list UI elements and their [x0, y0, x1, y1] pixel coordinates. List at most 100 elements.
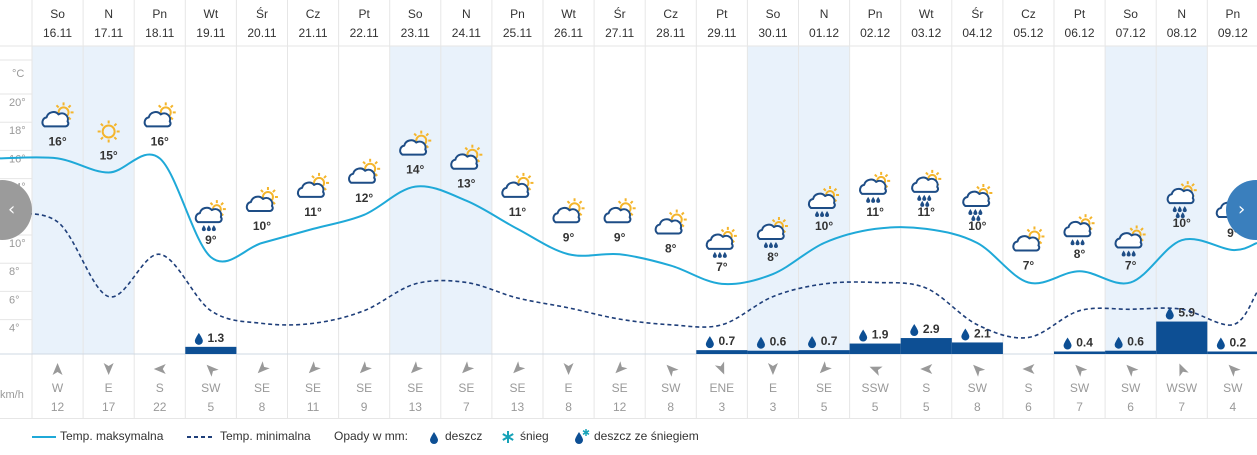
wind-arrow-icon	[920, 364, 933, 374]
rain-icon	[859, 171, 891, 203]
date-label: 03.12	[911, 26, 941, 40]
precip-bar	[185, 346, 237, 354]
rain-icon	[1114, 225, 1146, 257]
date-label: 17.11	[94, 26, 123, 40]
max-temp-label: 11°	[866, 205, 884, 219]
wind-arrow-shape	[615, 361, 628, 374]
legend-rain-label: deszcz	[445, 429, 483, 443]
cloud-shape	[194, 206, 223, 224]
sun-shape	[101, 124, 116, 139]
wind-arrow-icon	[563, 363, 574, 375]
max-temp-label: 9°	[205, 233, 217, 247]
wind-direction-label: E	[105, 381, 113, 395]
rain-drop	[820, 211, 825, 217]
wind-direction-label: E	[769, 381, 777, 395]
rain-drop	[211, 225, 216, 232]
wind-arrow-icon	[411, 361, 424, 374]
rain-drop	[825, 211, 830, 217]
max-temp-label: 16°	[48, 134, 66, 148]
rain-drop-icon	[705, 336, 714, 349]
precip-value-label: 2.9	[923, 322, 940, 336]
wind-direction-label: ENE	[710, 381, 735, 395]
sun-ray	[1140, 227, 1144, 231]
partly-cloudy-icon	[348, 158, 381, 184]
rain-drop	[971, 215, 976, 221]
rain-drop	[768, 242, 773, 249]
date-label: 18.11	[145, 26, 174, 40]
sun-ray	[668, 211, 673, 216]
wind-arrow-icon	[462, 361, 475, 374]
chevron-left-icon: ‹	[8, 199, 16, 220]
snowflake-icon	[502, 431, 514, 443]
sun-ray	[272, 189, 276, 193]
precip-bar	[747, 350, 799, 354]
rain-drop	[712, 251, 717, 258]
rain-drop	[973, 209, 978, 215]
wind-arrow-shape	[103, 363, 114, 375]
rain-drop-icon	[430, 432, 438, 444]
wind-arrow-shape	[359, 361, 372, 374]
rain-icon	[1063, 214, 1095, 246]
rain-icon	[705, 226, 737, 258]
sun-ray	[413, 132, 418, 137]
max-temp-label: 8°	[665, 242, 677, 256]
wind-speed-label: 4	[1230, 400, 1237, 414]
date-label: 30.11	[758, 26, 787, 40]
y-tick-label: 18°	[9, 125, 26, 137]
wind-arrow-icon	[513, 361, 526, 374]
wind-arrow-shape	[153, 364, 166, 374]
cloud-shape	[756, 223, 785, 241]
date-label: 16.11	[43, 26, 72, 40]
weekend-bg	[83, 46, 135, 354]
precip-value-label: 1.9	[872, 328, 889, 342]
precip-bar	[900, 338, 952, 354]
date-label: 07.12	[1116, 26, 1146, 40]
cloud-shape	[962, 190, 991, 207]
wind-arrow-icon	[52, 363, 63, 375]
wind-arrow-shape	[1126, 364, 1139, 377]
wind-speed-label: 13	[409, 400, 423, 414]
rain-drop	[876, 196, 881, 203]
wind-direction-label: SW	[1070, 381, 1090, 395]
wind-speed-label: 7	[463, 400, 470, 414]
precip-value-label: 2.1	[974, 326, 991, 340]
partly-cloudy-icon	[552, 198, 585, 224]
rain-drop	[920, 200, 925, 207]
precip-value-label: 0.6	[1127, 335, 1144, 349]
wind-speed-label: 5	[872, 400, 879, 414]
sun-ray	[209, 202, 214, 206]
day-of-week-label: Cz	[306, 7, 321, 21]
wind-speed-label: 8	[259, 400, 266, 414]
heavy-rain-icon	[1166, 181, 1197, 219]
wind-speed-label: 5	[821, 400, 828, 414]
precip-bar	[1207, 351, 1257, 354]
precip-value-label: 1.3	[208, 331, 225, 345]
sun-ray	[720, 228, 725, 233]
wind-arrow-icon	[714, 361, 725, 375]
sun-ray	[935, 171, 940, 176]
y-tick-label: 20°	[9, 97, 26, 109]
legend-max-line-swatch	[32, 436, 56, 438]
wind-arrow-icon	[103, 363, 114, 375]
y-tick-label: 10°	[9, 238, 26, 250]
wind-arrow-shape	[1228, 364, 1241, 377]
max-temp-label: 11°	[509, 205, 527, 219]
wind-direction-label: SE	[356, 381, 372, 395]
day-of-week-label: N	[1177, 7, 1186, 21]
day-of-week-label: Wt	[919, 7, 934, 21]
day-of-week-label: Pn	[152, 7, 167, 21]
sun-ray	[680, 211, 685, 216]
day-of-week-label: Wt	[204, 7, 219, 21]
max-temp-label: 8°	[1074, 247, 1086, 261]
heavy-rain-icon	[962, 184, 993, 221]
wind-speed-label: 22	[153, 400, 167, 414]
wind-direction-label: SW	[661, 381, 681, 395]
day-of-week-label: Śr	[614, 6, 626, 21]
wind-direction-label: SE	[305, 381, 321, 395]
rain-drop	[763, 242, 768, 249]
weekend-bg	[32, 46, 84, 354]
day-of-week-label: So	[1123, 7, 1138, 21]
wind-speed-label: 11	[307, 400, 320, 414]
max-temp-label: 13°	[457, 177, 475, 191]
wind-arrow-icon	[308, 361, 321, 374]
